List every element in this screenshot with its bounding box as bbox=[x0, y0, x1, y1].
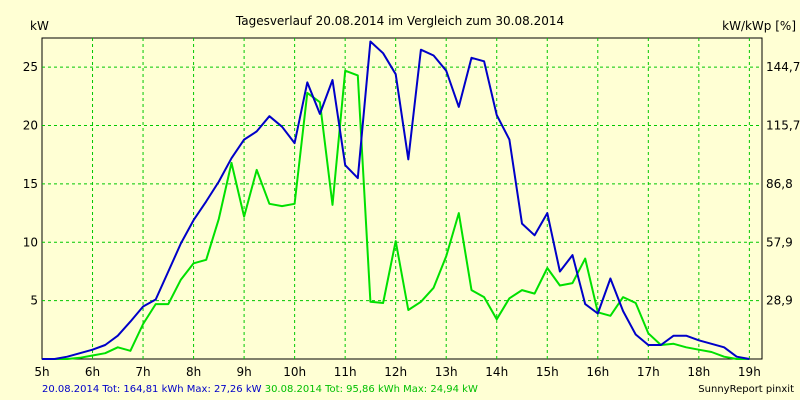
x-tick-label: 11h bbox=[334, 365, 357, 379]
left-axis-unit: kW bbox=[30, 19, 49, 33]
y-tick-label-left: 20 bbox=[23, 119, 38, 133]
tick-labels: 5h 6h 7h 8h 9h 10h 11h 12h 13h 14h 15h 16h 17h 18h 19h… bbox=[23, 60, 800, 379]
x-tick-label: 9h bbox=[236, 365, 251, 379]
x-tick-label: 5h bbox=[34, 365, 49, 379]
y-tick-label-right: 57,9 bbox=[766, 235, 793, 249]
x-tick-label: 16h bbox=[586, 365, 609, 379]
y-tick-label-left: 25 bbox=[23, 60, 38, 74]
y-tick-label-right: 144,7 bbox=[766, 60, 800, 74]
x-tick-label: 15h bbox=[536, 365, 559, 379]
chart-title: Tagesverlauf 20.08.2014 im Vergleich zum… bbox=[235, 14, 564, 28]
plot-area bbox=[41, 37, 763, 360]
series1-stats: 20.08.2014 Tot: 164,81 kWh Max: 27,26 kW bbox=[42, 384, 262, 395]
x-tick-label: 13h bbox=[435, 365, 458, 379]
series-lines bbox=[42, 40, 750, 360]
y-tick-label-right: 115,7 bbox=[766, 119, 800, 133]
x-tick-label: 10h bbox=[283, 365, 306, 379]
series-line-30-08-2014 bbox=[42, 69, 750, 360]
right-axis-unit: kW/kWp [%] bbox=[722, 19, 796, 33]
x-tick-label: 14h bbox=[485, 365, 508, 379]
y-tick-label-left: 15 bbox=[23, 177, 38, 191]
series2-stats: 30.08.2014 Tot: 95,86 kWh Max: 24,94 kW bbox=[264, 384, 478, 395]
x-tick-label: 17h bbox=[637, 365, 660, 379]
series-line-20-08-2014 bbox=[42, 40, 750, 360]
x-tick-label: 19h bbox=[738, 365, 761, 379]
x-tick-label: 6h bbox=[85, 365, 100, 379]
y-tick-label-left: 5 bbox=[30, 294, 38, 308]
footer-stats: 20.08.2014 Tot: 164,81 kWh Max: 27,26 kW… bbox=[42, 384, 478, 395]
y-tick-label-left: 10 bbox=[23, 235, 38, 249]
y-tick-label-right: 28,9 bbox=[766, 294, 793, 308]
credit-text: SunnyReport pinxit bbox=[698, 384, 794, 395]
x-tick-label: 8h bbox=[186, 365, 201, 379]
x-tick-label: 12h bbox=[384, 365, 407, 379]
y-tick-label-right: 86,8 bbox=[766, 177, 793, 191]
x-tick-label: 18h bbox=[687, 365, 710, 379]
grid bbox=[42, 38, 762, 359]
x-tick-label: 7h bbox=[135, 365, 150, 379]
